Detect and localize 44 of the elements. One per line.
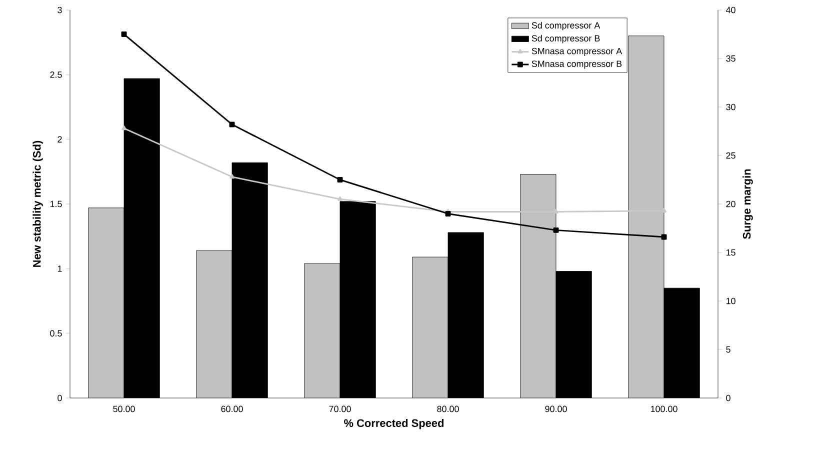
y-tick-label: 2.5: [50, 71, 62, 78]
point: [121, 32, 127, 37]
point: [229, 122, 235, 128]
x-tick-label: 70.00: [329, 406, 351, 412]
x-tick-label: 60.00: [221, 406, 243, 412]
y2-tick-label: 35: [726, 55, 736, 62]
y-tick-label: 2: [58, 136, 62, 142]
bar: [412, 257, 448, 398]
y2-tick-label: 10: [726, 298, 736, 304]
x-axis-title: % Corrected Speed: [344, 418, 444, 430]
y-axis-title: New stability metric (Sd): [32, 140, 43, 267]
y2-tick-label: 5: [726, 346, 730, 353]
y2-axis-title: Surge margin: [742, 169, 753, 240]
bar: [196, 250, 232, 398]
legend-label: SMnasa compressor B: [532, 60, 622, 69]
y2-tick-label: 15: [726, 249, 736, 256]
point: [122, 126, 126, 130]
y2-tick-label: 40: [726, 6, 736, 14]
point: [230, 174, 234, 179]
bar: [88, 208, 124, 398]
y2-tick-label: 0: [726, 394, 730, 402]
point: [337, 177, 343, 182]
legend-label: Sd compressor A: [532, 22, 600, 30]
y-tick-label: 0.5: [50, 330, 62, 337]
point: [553, 227, 559, 233]
y-tick-label: 3: [58, 6, 62, 14]
y2-tick-label: 20: [726, 200, 736, 208]
y-tick-label: 1.5: [50, 200, 62, 208]
point: [662, 208, 666, 213]
y2-tick-label: 25: [726, 152, 736, 159]
legend-label: Sd compressor B: [532, 34, 600, 44]
bar: [304, 263, 340, 398]
point: [445, 210, 451, 216]
x-tick-label: 80.00: [437, 406, 459, 412]
y2-tick-label: 30: [726, 104, 736, 110]
point: [661, 234, 667, 240]
x-tick-label: 50.00: [113, 406, 135, 412]
point: [554, 209, 558, 214]
legend-label: SMnasa compressor A: [532, 48, 622, 56]
x-tick-label: 100.00: [650, 406, 678, 412]
y-tick-label: 0: [58, 394, 62, 402]
point: [338, 196, 342, 201]
x-tick-label: 90.00: [545, 406, 567, 412]
y-tick-label: 1: [58, 266, 62, 272]
